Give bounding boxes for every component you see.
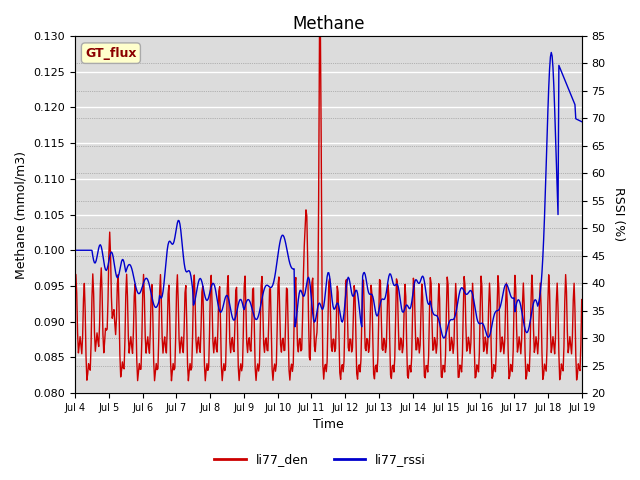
Y-axis label: RSSI (%): RSSI (%) (612, 188, 625, 241)
Title: Methane: Methane (292, 15, 365, 33)
Y-axis label: Methane (mmol/m3): Methane (mmol/m3) (15, 151, 28, 278)
Legend: li77_den, li77_rssi: li77_den, li77_rssi (209, 448, 431, 471)
X-axis label: Time: Time (313, 419, 344, 432)
Text: GT_flux: GT_flux (85, 47, 137, 60)
